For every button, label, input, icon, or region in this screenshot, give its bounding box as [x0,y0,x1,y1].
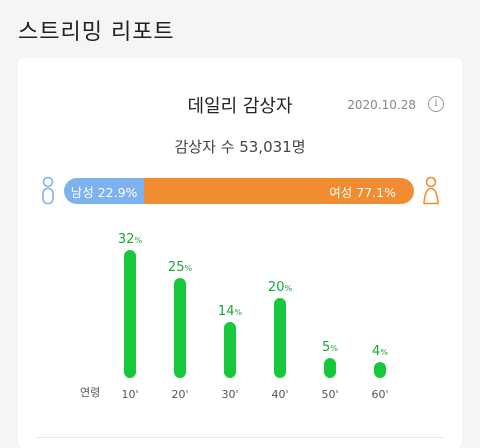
viewer-count: 감상자 수 53,031명 [174,138,306,156]
age-tick-label: 60' [371,388,388,401]
report-date: 2020.10.28 [347,98,416,112]
daily-listeners-card: 데일리 감상자 2020.10.28 i 감상자 수 53,031명 남성 22… [18,58,462,448]
bar-6 [374,362,386,378]
age-tick-label: 40' [271,388,288,401]
age-distribution-chart: 32% 10' 25% 20' 14% 30' 20% 40' 5% 50' 4% 60' [118,232,389,401]
age-tick-label: 10' [121,388,138,401]
card-title: 데일리 감상자 [187,96,293,117]
bar-3 [224,322,236,378]
bar-4 [274,298,286,378]
gender-ratio-bar: 남성 22.9% 여성 77.1% [64,178,414,204]
bar-1 [124,250,136,378]
bar-value-label: 20% [268,280,293,295]
bar-5 [324,358,336,378]
divider [36,437,444,438]
female-ratio-label: 여성 77.1% [329,184,396,200]
age-tick-label: 20' [171,388,188,401]
age-tick-label: 30' [221,388,238,401]
bar-value-label: 4% [372,344,388,359]
male-segment: 남성 22.9% [64,178,145,204]
female-segment: 여성 77.1% [144,178,414,204]
female-person-icon [423,176,439,205]
age-tick-label: 50' [321,388,338,401]
male-person-icon [42,176,54,205]
male-ratio-label: 남성 22.9% [70,184,138,200]
bar-value-label: 25% [168,260,193,275]
page-title: 스트리밍 리포트 [18,20,175,45]
age-axis-label: 연령 [80,386,101,399]
bar-value-label: 5% [322,340,338,355]
bar-value-label: 32% [118,232,143,247]
bar-2 [174,278,186,378]
info-icon[interactable]: i [428,96,444,112]
bar-value-label: 14% [218,304,243,319]
